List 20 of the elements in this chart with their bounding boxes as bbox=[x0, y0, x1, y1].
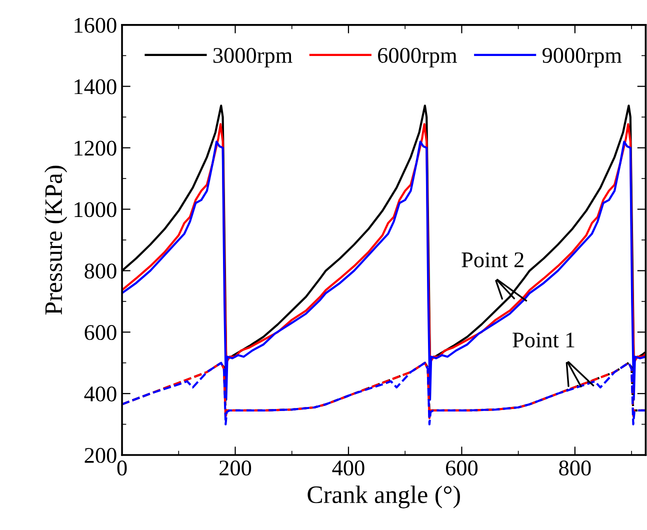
y-tick-label: 200 bbox=[84, 448, 116, 463]
y-tick-label: 800 bbox=[84, 264, 116, 279]
y-axis-title: Pressure (KPa) bbox=[44, 166, 68, 315]
x-tick-label: 400 bbox=[332, 460, 364, 476]
x-tick-label: 200 bbox=[220, 460, 252, 476]
y-tick-label: 1200 bbox=[74, 140, 116, 156]
legend-label: 6000rpm bbox=[378, 48, 457, 68]
x-axis-title: Crank angle (°) bbox=[308, 486, 460, 508]
y-tick-label: 1600 bbox=[74, 18, 116, 33]
y-tick-label: 600 bbox=[84, 325, 116, 340]
y-tick-label: 1000 bbox=[74, 202, 116, 218]
y-tick-label: 1400 bbox=[74, 79, 116, 94]
y-tick-label: 400 bbox=[84, 386, 116, 402]
annotation: Point 1 bbox=[512, 332, 574, 348]
x-tick-label: 600 bbox=[446, 460, 478, 476]
x-tick-label: 800 bbox=[559, 460, 591, 476]
legend-label: 3000rpm bbox=[213, 48, 292, 68]
legend-label: 9000rpm bbox=[542, 48, 622, 68]
annotation: Point 2 bbox=[462, 252, 524, 268]
x-tick-label: 0 bbox=[117, 460, 127, 476]
